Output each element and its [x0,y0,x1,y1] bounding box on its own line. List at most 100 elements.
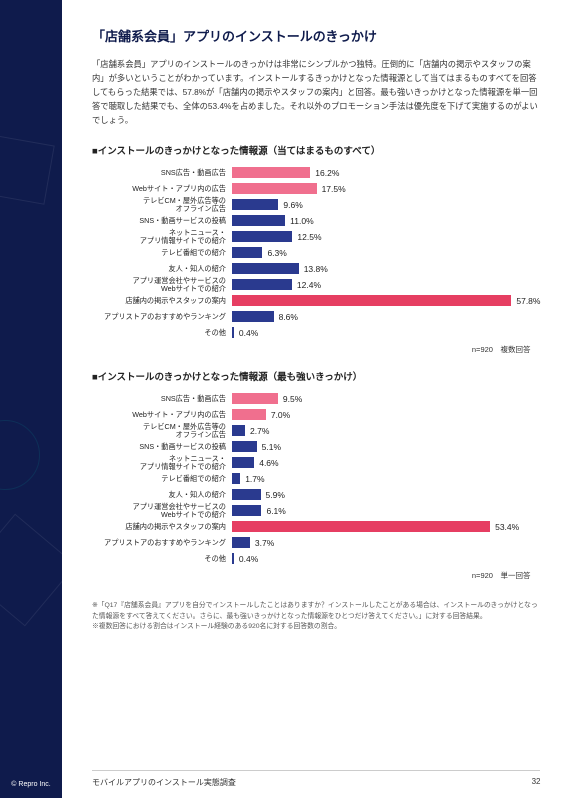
chart-row-label: テレビCM・屋外広告等のオフライン広告 [92,197,232,213]
chart-bar-area: 57.8% [232,293,540,308]
chart-row-label: ネットニュース・アプリ情報サイトでの紹介 [92,229,232,245]
chart-value: 3.7% [255,538,274,548]
chart-bar-area: 9.6% [232,197,540,212]
chart-2: ■インストールのきっかけとなった情報源（最も強いきっかけ） SNS広告・動画広告… [92,369,540,581]
chart-2-title: ■インストールのきっかけとなった情報源（最も強いきっかけ） [92,369,540,383]
chart-row-label: テレビ番組での紹介 [92,249,232,257]
chart-row-label: SNS・動画サービスの投稿 [92,217,232,225]
chart-row-label: 友人・知人の紹介 [92,491,232,499]
chart-bar-area: 0.4% [232,551,540,566]
chart-value: 6.3% [267,248,286,258]
chart-row-label: その他 [92,329,232,337]
chart-2-note: n=920 単一回答 [92,570,540,581]
chart-bar [232,425,245,436]
chart-bar [232,457,254,468]
chart-value: 0.4% [239,328,258,338]
chart-row: アプリ運営会社やサービスのWebサイトでの紹介 6.1% [92,503,540,518]
chart-row: Webサイト・アプリ内の広告 17.5% [92,181,540,196]
sidebar: © Repro Inc. [0,0,62,798]
footnote-line: ※「Q17『店舗系会員』アプリを自分でインストールしたことはありますか？インスト… [92,601,540,621]
chart-row: 店舗内の掲示やスタッフの案内 57.8% [92,293,540,308]
chart-row: その他 0.4% [92,325,540,340]
chart-row-label: テレビ番組での紹介 [92,475,232,483]
chart-row: SNS広告・動画広告9.5% [92,391,540,406]
chart-row: テレビCM・屋外広告等のオフライン広告9.6% [92,197,540,212]
chart-row: SNS広告・動画広告 16.2% [92,165,540,180]
chart-value: 12.5% [297,232,321,242]
chart-bar-area: 16.2% [232,165,540,180]
chart-row-label: その他 [92,555,232,563]
chart-value: 12.4% [297,280,321,290]
chart-value: 7.0% [271,410,290,420]
chart-row-label: アプリストアのおすすめやランキング [92,313,232,321]
chart-bar [232,505,261,516]
chart-bar-area: 12.4% [232,277,540,292]
chart-row-label: 店舗内の掲示やスタッフの案内 [92,297,232,305]
chart-row: 友人・知人の紹介 13.8% [92,261,540,276]
chart-bar [232,247,262,258]
chart-bar [232,441,257,452]
page-title: 「店舗系会員」アプリのインストールのきっかけ [92,26,540,45]
chart-value: 5.9% [266,490,285,500]
chart-value: 6.1% [266,506,285,516]
chart-row: アプリストアのおすすめやランキング8.6% [92,309,540,324]
chart-bar-area: 6.3% [232,245,540,260]
chart-row-label: 店舗内の掲示やスタッフの案内 [92,523,232,531]
chart-row: Webサイト・アプリ内の広告7.0% [92,407,540,422]
chart-row: 店舗内の掲示やスタッフの案内 53.4% [92,519,540,534]
chart-bar [232,311,274,322]
chart-bar-area: 5.9% [232,487,540,502]
chart-row: SNS・動画サービスの投稿5.1% [92,439,540,454]
chart-row-label: Webサイト・アプリ内の広告 [92,185,232,193]
chart-value: 57.8% [516,296,540,306]
chart-value: 16.2% [315,168,339,178]
chart-bar-area: 7.0% [232,407,540,422]
chart-bar-area: 4.6% [232,455,540,470]
chart-bar-area: 8.6% [232,309,540,324]
chart-row: ネットニュース・アプリ情報サイトでの紹介 12.5% [92,229,540,244]
chart-value: 11.0% [290,216,313,226]
chart-value: 13.8% [304,264,328,274]
footnotes: ※「Q17『店舗系会員』アプリを自分でインストールしたことはありますか？インスト… [92,601,540,632]
chart-bar [232,231,292,242]
chart-bar [232,199,278,210]
chart-bar-area: 11.0% [232,213,540,228]
chart-value: 9.5% [283,394,302,404]
chart-row-label: ネットニュース・アプリ情報サイトでの紹介 [92,455,232,471]
chart-row: SNS・動画サービスの投稿 11.0% [92,213,540,228]
chart-bar-area: 9.5% [232,391,540,406]
chart-value: 53.4% [495,522,519,532]
chart-bar [232,215,285,226]
chart-bar [232,393,278,404]
chart-row: テレビ番組での紹介 6.3% [92,245,540,260]
chart-bar [232,327,234,338]
chart-row: その他0.4% [92,551,540,566]
chart-bar-area: 53.4% [232,519,540,534]
chart-row: テレビ番組での紹介1.7% [92,471,540,486]
chart-bar [232,183,317,194]
chart-bar [232,263,299,274]
main-content: 「店舗系会員」アプリのインストールのきっかけ 「店舗系会員」アプリのインストール… [62,0,566,798]
chart-bar [232,295,511,306]
chart-value: 2.7% [250,426,269,436]
chart-bar-area: 12.5% [232,229,540,244]
chart-row: 友人・知人の紹介 5.9% [92,487,540,502]
chart-row-label: アプリ運営会社やサービスのWebサイトでの紹介 [92,503,232,519]
chart-1-title: ■インストールのきっかけとなった情報源（当てはまるものすべて） [92,143,540,157]
chart-bar [232,279,292,290]
chart-row-label: SNS広告・動画広告 [92,169,232,177]
chart-row: アプリストアのおすすめやランキング3.7% [92,535,540,550]
chart-row-label: 友人・知人の紹介 [92,265,232,273]
chart-value: 5.1% [262,442,281,452]
chart-value: 17.5% [322,184,346,194]
copyright: © Repro Inc. [0,781,62,788]
chart-bar [232,167,310,178]
chart-1: ■インストールのきっかけとなった情報源（当てはまるものすべて） SNS広告・動画… [92,143,540,355]
chart-bar-area: 6.1% [232,503,540,518]
chart-bar-area: 13.8% [232,261,540,276]
chart-bar-area: 3.7% [232,535,540,550]
page-number: 32 [532,777,541,788]
chart-bar [232,409,266,420]
chart-bar [232,489,261,500]
chart-bar [232,473,240,484]
